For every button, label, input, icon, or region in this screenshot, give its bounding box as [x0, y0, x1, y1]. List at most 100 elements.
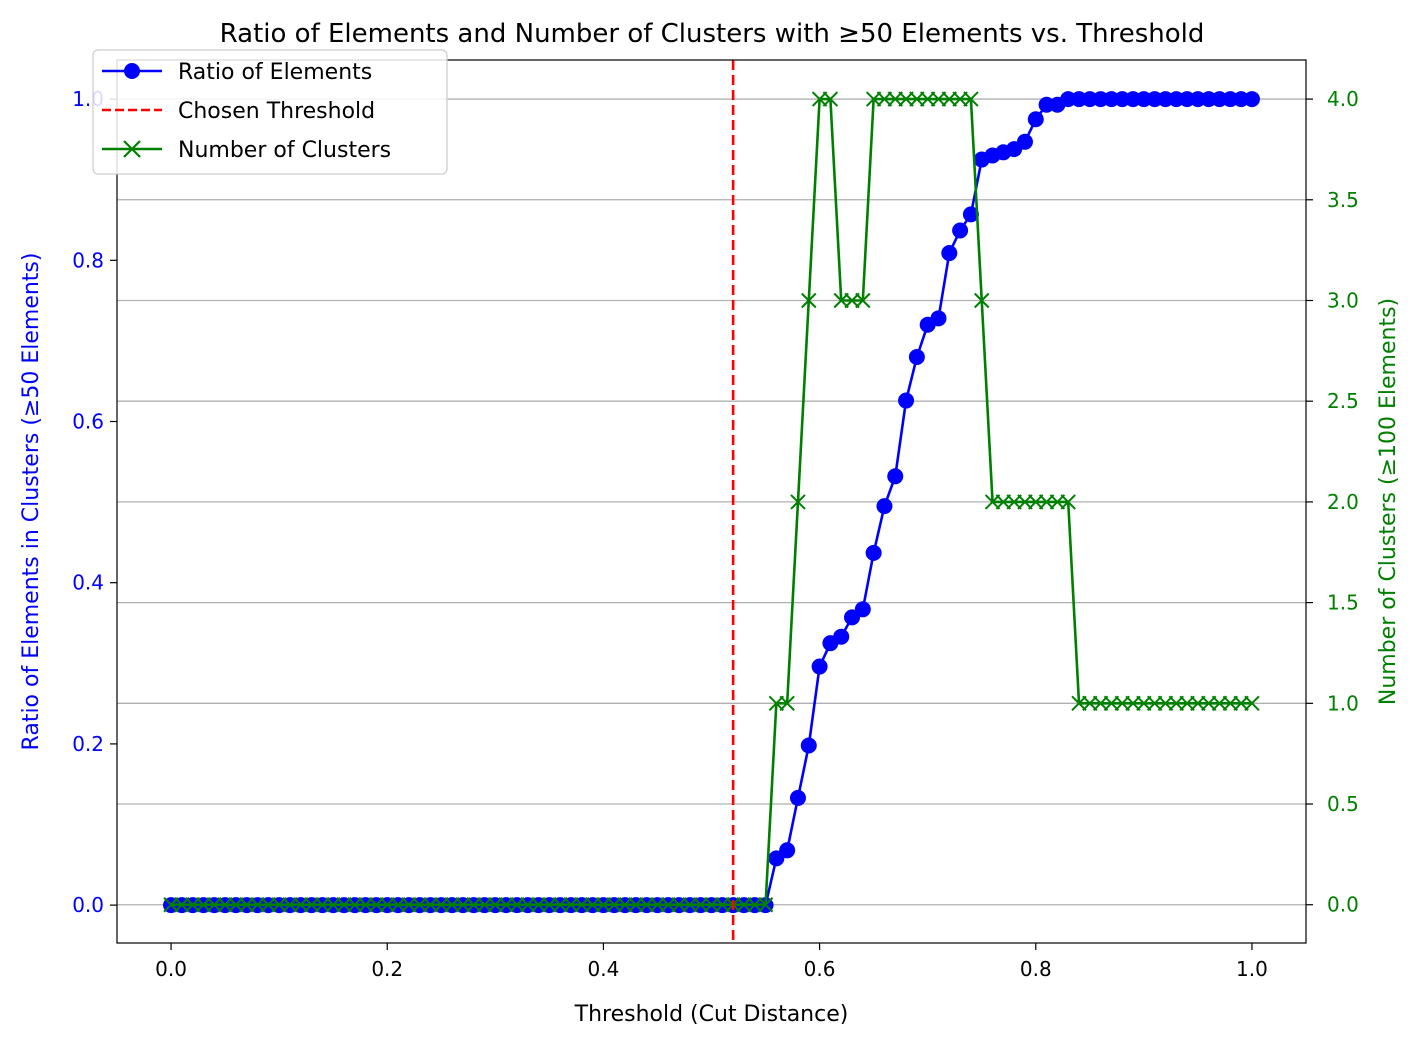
clusters-point	[347, 897, 363, 913]
x-tick-label-4: 0.8	[1020, 957, 1052, 981]
legend-label-threshold: Chosen Threshold	[178, 99, 375, 124]
clusters-point	[1028, 494, 1044, 510]
clusters-point	[379, 897, 395, 913]
y-axis-left-label: Ratio of Elements in Clusters (≥50 Eleme…	[19, 253, 44, 751]
clusters-point	[1190, 695, 1206, 712]
clusters-point	[671, 897, 687, 913]
clusters-point	[865, 91, 882, 107]
legend: Ratio of Elements Chosen Threshold Numbe…	[92, 49, 448, 175]
clusters-point	[649, 897, 666, 913]
clusters-point	[1092, 695, 1109, 712]
ratio-point	[887, 468, 904, 485]
clusters-point	[530, 897, 547, 913]
clusters-point	[1125, 695, 1141, 712]
clusters-point	[228, 897, 244, 913]
y-left-tick-label-0: 0.0	[72, 893, 104, 917]
legend-marker-ratio	[124, 63, 140, 79]
axes: 0.0 0.2 0.4 0.6 0.8 1.0 0.0 0.2 0.4 0.6 0.8 1.0 0.0 0…	[72, 87, 1359, 981]
clusters-point	[887, 91, 903, 107]
clusters-point	[995, 494, 1012, 510]
clusters-point	[260, 897, 277, 913]
y-right-tick-label-1: 0.5	[1327, 792, 1359, 816]
clusters-point	[628, 897, 644, 913]
ratio-point	[865, 544, 882, 561]
ratio-point	[1027, 111, 1044, 128]
ratio-point	[779, 842, 796, 859]
x-tick-label-1: 0.2	[371, 957, 403, 981]
ratio-point	[1243, 91, 1260, 108]
legend-label-ratio: Ratio of Elements	[178, 60, 372, 85]
clusters-point	[1136, 695, 1152, 712]
ratio-point	[800, 737, 817, 754]
clusters-point	[455, 897, 471, 913]
clusters-point	[476, 897, 493, 913]
clusters-point	[747, 897, 763, 913]
clusters-point	[919, 91, 936, 107]
y-left-tick-label-3: 0.6	[72, 410, 104, 434]
clusters-point	[844, 292, 860, 309]
clusters-point	[790, 494, 806, 510]
ratio-point	[789, 789, 806, 806]
clusters-point	[714, 897, 731, 913]
clusters-point	[1157, 695, 1174, 712]
ratio-point	[876, 498, 893, 515]
clusters-point	[1222, 695, 1239, 712]
clusters-point	[509, 897, 525, 913]
clusters-point	[1211, 695, 1228, 712]
clusters-point	[1049, 494, 1066, 510]
grid-lines	[117, 98, 1306, 906]
clusters-point	[303, 897, 320, 913]
clusters-point	[411, 897, 428, 913]
y-left-tick-label-2: 0.4	[72, 571, 104, 595]
clusters-point	[563, 897, 579, 913]
legend-box	[92, 49, 448, 175]
clusters-point	[163, 897, 179, 913]
clusters-point	[1038, 494, 1055, 510]
clusters-point	[422, 897, 439, 913]
clusters-point	[1114, 695, 1130, 712]
clusters-point	[876, 91, 893, 107]
y-right-tick-label-5: 2.5	[1327, 389, 1359, 413]
clusters-point	[520, 897, 536, 913]
clusters-point	[606, 897, 622, 913]
clusters-point	[682, 897, 698, 913]
clusters-point	[638, 897, 655, 913]
clusters-point	[552, 897, 568, 913]
clusters-point	[368, 897, 385, 913]
clusters-point	[336, 897, 352, 913]
clusters-point	[498, 897, 514, 913]
clusters-point	[833, 292, 849, 309]
clusters-point	[293, 897, 309, 913]
clusters-point	[811, 91, 828, 107]
ratio-point	[1016, 133, 1033, 150]
x-tick-label-5: 1.0	[1236, 957, 1268, 981]
clusters-point	[1017, 494, 1033, 510]
x-tick-label-0: 0.0	[155, 957, 187, 981]
clusters-point	[174, 897, 190, 913]
clusters-point	[660, 897, 676, 913]
clusters-point	[757, 897, 774, 913]
clusters-point	[271, 897, 287, 913]
ratio-point	[833, 628, 850, 645]
clusters-point	[1201, 695, 1217, 712]
clusters-point	[541, 897, 558, 913]
clusters-point	[314, 897, 331, 913]
clusters-point	[249, 897, 266, 913]
clusters-point	[325, 897, 341, 913]
clusters-point	[941, 91, 958, 107]
ratio-point	[962, 206, 979, 223]
legend-marker-clusters	[123, 140, 141, 158]
ratio-point	[941, 245, 958, 262]
ratio-point	[898, 392, 915, 409]
clusters-point	[963, 91, 979, 107]
y-right-tick-label-3: 1.5	[1327, 591, 1359, 615]
ratio-point	[811, 658, 828, 675]
clusters-point	[1060, 494, 1076, 510]
clusters-point	[855, 292, 871, 309]
y-right-tick-label-7: 3.5	[1327, 188, 1359, 212]
clusters-point	[1244, 695, 1260, 712]
y-right-tick-label-0: 0.0	[1327, 893, 1359, 917]
clusters-point	[195, 897, 212, 913]
ratio-point	[908, 349, 925, 366]
